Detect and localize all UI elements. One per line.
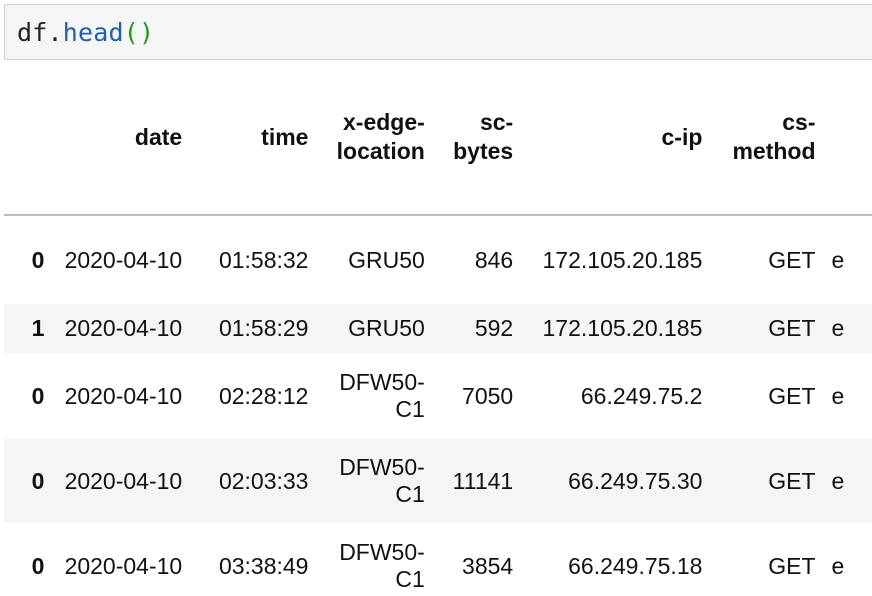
table-row: 0 2020-04-10 02:28:12 DFW50- C1 7050 66.2…	[4, 353, 872, 439]
cell-cs-method: GET	[768, 315, 816, 341]
cell-sc-bytes: 11141	[452, 467, 514, 494]
column-header-overflow	[816, 60, 872, 215]
cell-c-ip: 66.249.75.2	[580, 382, 703, 409]
cell-overflow: e	[831, 382, 845, 409]
cell-sc-bytes: 3854	[462, 552, 514, 579]
cell-date: 2020-04-10	[64, 315, 183, 341]
cell-time: 02:03:33	[218, 467, 309, 494]
cell-x-edge-location: DFW50- C1	[339, 539, 425, 592]
code-dot: .	[47, 18, 63, 47]
dataframe-table: date time x-edge-location sc-bytes c-ip …	[4, 60, 872, 596]
row-index: 0	[31, 467, 45, 494]
code-cell[interactable]: df.head()	[4, 4, 872, 60]
column-header-c-ip: c-ip	[661, 123, 703, 150]
column-header-x-edge-location: x-edge-location	[336, 109, 425, 164]
cell-date: 2020-04-10	[64, 246, 183, 273]
cell-time: 01:58:32	[218, 246, 309, 273]
cell-cs-method: GET	[768, 246, 816, 273]
cell-x-edge-location: DFW50- C1	[339, 369, 425, 422]
row-index: 0	[31, 552, 45, 579]
row-index: 1	[31, 315, 45, 341]
column-header-date: date	[134, 123, 183, 150]
row-index: 0	[31, 246, 45, 273]
code-function: head	[62, 18, 124, 47]
cell-time: 01:58:29	[218, 315, 309, 341]
cell-date: 2020-04-10	[64, 382, 183, 409]
cell-c-ip: 66.249.75.30	[568, 467, 703, 494]
index-header	[4, 60, 44, 215]
table-row: 1 2020-04-10 01:58:29 GRU50 592 172.105.…	[4, 304, 872, 353]
cell-sc-bytes: 592	[474, 315, 514, 341]
cell-x-edge-location: GRU50	[348, 315, 425, 341]
cell-c-ip: 172.105.20.185	[542, 315, 703, 341]
table-row: 0 2020-04-10 03:38:49 DFW50- C1 3854 66.2…	[4, 523, 872, 596]
code-parens: ()	[123, 18, 155, 47]
column-header-sc-bytes: sc-bytes	[453, 109, 514, 164]
column-header-cs-method: cs-method	[732, 109, 816, 164]
table-header-row: date time x-edge-location sc-bytes c-ip …	[4, 60, 872, 215]
cell-x-edge-location: DFW50- C1	[339, 454, 425, 507]
cell-c-ip: 172.105.20.185	[542, 246, 703, 273]
cell-time: 02:28:12	[218, 382, 309, 409]
cell-overflow: e	[831, 467, 845, 494]
cell-cs-method: GET	[768, 467, 816, 494]
cell-sc-bytes: 846	[474, 246, 514, 273]
code-editor[interactable]: df.head()	[17, 18, 154, 48]
code-variable: df	[17, 18, 48, 47]
cell-date: 2020-04-10	[64, 552, 183, 579]
cell-cs-method: GET	[768, 382, 816, 409]
column-header-time: time	[261, 123, 309, 150]
cell-sc-bytes: 7050	[462, 382, 514, 409]
cell-c-ip: 66.249.75.18	[568, 552, 703, 579]
cell-overflow: e	[831, 246, 845, 273]
table-row: 0 2020-04-10 01:58:32 GRU50 846 172.105.…	[4, 215, 872, 304]
table-row: 0 2020-04-10 02:03:33 DFW50- C1 11141 66.…	[4, 439, 872, 523]
cell-overflow: e	[831, 315, 845, 341]
cell-date: 2020-04-10	[64, 467, 183, 494]
cell-cs-method: GET	[768, 552, 816, 579]
cell-x-edge-location: GRU50	[348, 246, 425, 273]
row-index: 0	[31, 382, 45, 409]
cell-output: date time x-edge-location sc-bytes c-ip …	[0, 60, 872, 596]
cell-overflow: e	[831, 552, 845, 579]
cell-time: 03:38:49	[218, 552, 309, 579]
